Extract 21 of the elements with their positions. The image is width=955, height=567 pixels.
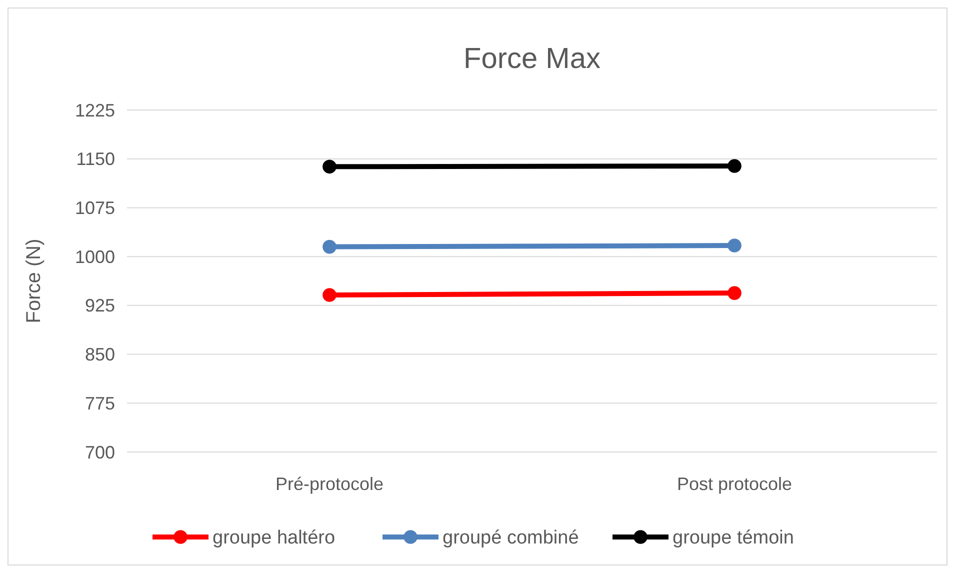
- point: [728, 159, 742, 173]
- point: [728, 238, 742, 252]
- point: [322, 240, 336, 254]
- x-tick-label: Post protocole: [676, 474, 792, 494]
- y-tick-label: 700: [84, 442, 115, 462]
- y-tick-label: 925: [84, 296, 115, 316]
- point: [322, 160, 336, 174]
- y-tick-label: 1000: [74, 246, 115, 267]
- legend-label: groupe témoin: [672, 528, 794, 549]
- legend-label: groupé combiné: [442, 528, 579, 549]
- point: [728, 286, 742, 300]
- y-tick-label: 775: [84, 393, 115, 414]
- chart-title: Force Max: [464, 43, 601, 75]
- y-tick-label: 1150: [76, 149, 115, 170]
- y-tick-label: 1075: [74, 198, 115, 218]
- y-tick-label: 850: [84, 344, 115, 365]
- y-axis-title: Force (N): [23, 238, 45, 324]
- y-tick-label: 1225: [74, 100, 115, 120]
- point: [322, 288, 336, 302]
- x-tick-label: Pré-protocole: [275, 474, 384, 494]
- legend-label: groupe haltéro: [212, 528, 336, 549]
